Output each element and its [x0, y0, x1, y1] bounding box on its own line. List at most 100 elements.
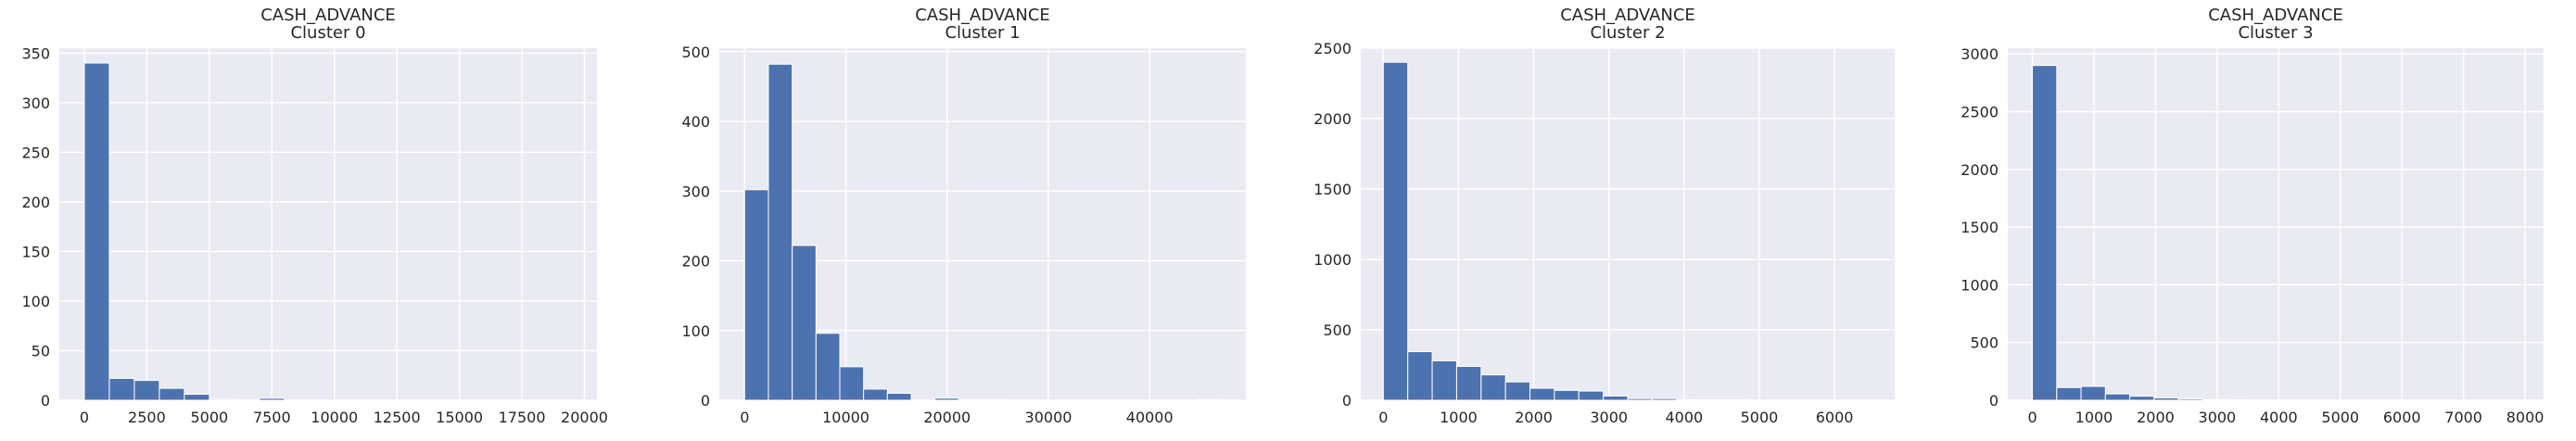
- y-tick-label: 50: [32, 342, 50, 359]
- x-tick-label: 0: [1378, 409, 1388, 426]
- histogram-bar: [982, 398, 1008, 401]
- histogram-cluster-2: 0 1000 2000 3000 4000 5000 6000 0 500 1000 1500 200…: [1298, 0, 1928, 441]
- x-tick-label: 2000: [2137, 409, 2175, 426]
- y-tick-label: 2500: [1313, 40, 1351, 57]
- y-tick-label: 0: [701, 392, 710, 410]
- y-tick-label: 300: [681, 183, 710, 200]
- y-tick-label: 300: [21, 94, 50, 112]
- histogram-bar: [184, 394, 210, 401]
- x-tick-label: 4000: [2260, 409, 2298, 426]
- y-tick-label: 350: [21, 44, 50, 62]
- histogram-bar: [1529, 387, 1555, 401]
- x-tick-label: 5000: [1741, 409, 1779, 426]
- histogram-cluster-3: 0 1000 2000 3000 4000 5000 6000 7000 8000 0 500 100…: [1947, 0, 2576, 441]
- x-tick-label: 0: [740, 409, 749, 426]
- x-tick-label: 8000: [2506, 409, 2544, 426]
- histogram-bar: [768, 63, 793, 401]
- histogram-bar: [1431, 359, 1457, 401]
- x-tick-label: 4000: [1665, 409, 1703, 426]
- x-tick-label: 17500: [499, 409, 546, 426]
- histogram-bar: [2080, 385, 2106, 401]
- y-tick-label: 0: [1342, 392, 1351, 410]
- histogram-bar: [1382, 61, 1409, 401]
- x-tick-label: 7500: [253, 409, 291, 426]
- histogram-bar: [1554, 389, 1580, 401]
- histogram-bar: [1480, 374, 1506, 401]
- x-tick-label: 20000: [561, 409, 608, 426]
- histogram-svg: 0 10000 20000 30000 40000 0 100 200 300 400 500 CAS…: [681, 6, 1246, 426]
- chart-title: CASH_ADVANCE: [2208, 6, 2343, 25]
- chart-title: CASH_ADVANCE: [1560, 6, 1695, 25]
- x-tick-label: 5000: [191, 409, 229, 426]
- y-tick-label: 3000: [1961, 45, 1999, 63]
- chart-subtitle: Cluster 0: [290, 23, 365, 43]
- x-tick-label: 0: [2027, 409, 2037, 426]
- y-tick-label: 100: [21, 293, 50, 310]
- y-tick-label: 500: [681, 44, 710, 61]
- x-tick-label: 2000: [1515, 409, 1553, 426]
- x-tick-label: 15000: [436, 409, 483, 426]
- x-tick-label: 40000: [1126, 409, 1174, 426]
- histogram-cluster-0: 0 2500 5000 7500 10000 12500 15000 17500 20000 0 5…: [0, 0, 630, 441]
- histogram-bar: [2032, 65, 2058, 401]
- histogram-bar: [839, 366, 865, 401]
- y-tick-label: 500: [1323, 321, 1351, 339]
- histogram-bar: [1627, 397, 1653, 401]
- histogram-bar: [1651, 397, 1678, 401]
- x-tick-label: 1000: [1440, 409, 1478, 426]
- histogram-bar: [1196, 398, 1222, 401]
- histogram-bar: [1407, 351, 1433, 401]
- histogram-bar: [958, 398, 983, 401]
- histogram-cluster-1: 0 10000 20000 30000 40000 0 100 200 300 400 500 CAS…: [649, 0, 1279, 441]
- chart-subtitle: Cluster 3: [2238, 23, 2313, 43]
- histogram-bar: [886, 392, 912, 401]
- chart-subtitle: Cluster 1: [945, 23, 1020, 43]
- histogram-bar: [2056, 386, 2082, 401]
- histogram-svg: 0 2500 5000 7500 10000 12500 15000 17500 20000 0 5…: [21, 6, 608, 426]
- histogram-bar: [159, 387, 185, 401]
- histogram-bar: [743, 189, 769, 401]
- histogram-bar: [815, 333, 841, 401]
- plot-background: [59, 48, 597, 400]
- histogram-bar: [108, 377, 135, 401]
- histogram-bar: [259, 397, 286, 401]
- chart-title: CASH_ADVANCE: [915, 6, 1050, 25]
- histogram-bar: [934, 397, 959, 401]
- y-tick-label: 200: [681, 253, 710, 271]
- x-tick-label: 6000: [1816, 409, 1854, 426]
- x-tick-label: 3000: [2199, 409, 2237, 426]
- x-tick-label: 5000: [2321, 409, 2359, 426]
- x-tick-label: 7000: [2444, 409, 2482, 426]
- y-tick-label: 0: [41, 392, 50, 410]
- x-tick-label: 3000: [1590, 409, 1628, 426]
- y-tick-label: 1500: [1313, 181, 1351, 198]
- y-tick-label: 0: [1989, 392, 1999, 410]
- histogram-bar: [1578, 390, 1605, 401]
- histogram-svg: 0 1000 2000 3000 4000 5000 6000 7000 8000 0 500 100…: [1961, 6, 2544, 426]
- x-tick-label: 10000: [311, 409, 358, 426]
- histogram-bar: [2177, 398, 2203, 401]
- histogram-bar: [792, 245, 817, 401]
- histogram-bar: [2129, 396, 2155, 401]
- y-tick-label: 1000: [1313, 251, 1351, 269]
- chart-title: CASH_ADVANCE: [260, 6, 396, 25]
- y-tick-label: 250: [21, 144, 50, 161]
- chart-subtitle: Cluster 2: [1590, 23, 1665, 43]
- x-tick-label: 1000: [2075, 409, 2113, 426]
- histogram-bar: [1455, 366, 1482, 401]
- histogram-bar: [863, 388, 888, 401]
- y-tick-label: 200: [21, 194, 50, 211]
- x-tick-label: 10000: [822, 409, 869, 426]
- histogram-bar: [133, 380, 160, 401]
- y-tick-label: 150: [21, 243, 50, 260]
- histogram-bar: [1676, 398, 1702, 401]
- y-tick-label: 1500: [1961, 219, 1999, 236]
- x-tick-label: 2500: [128, 409, 166, 426]
- plot-background: [2008, 48, 2544, 400]
- y-tick-label: 2500: [1961, 104, 1999, 121]
- x-tick-label: 0: [80, 409, 89, 426]
- histogram-svg: 0 1000 2000 3000 4000 5000 6000 0 500 1000 1500 200…: [1313, 6, 1895, 426]
- x-tick-label: 6000: [2383, 409, 2421, 426]
- x-tick-label: 30000: [1025, 409, 1072, 426]
